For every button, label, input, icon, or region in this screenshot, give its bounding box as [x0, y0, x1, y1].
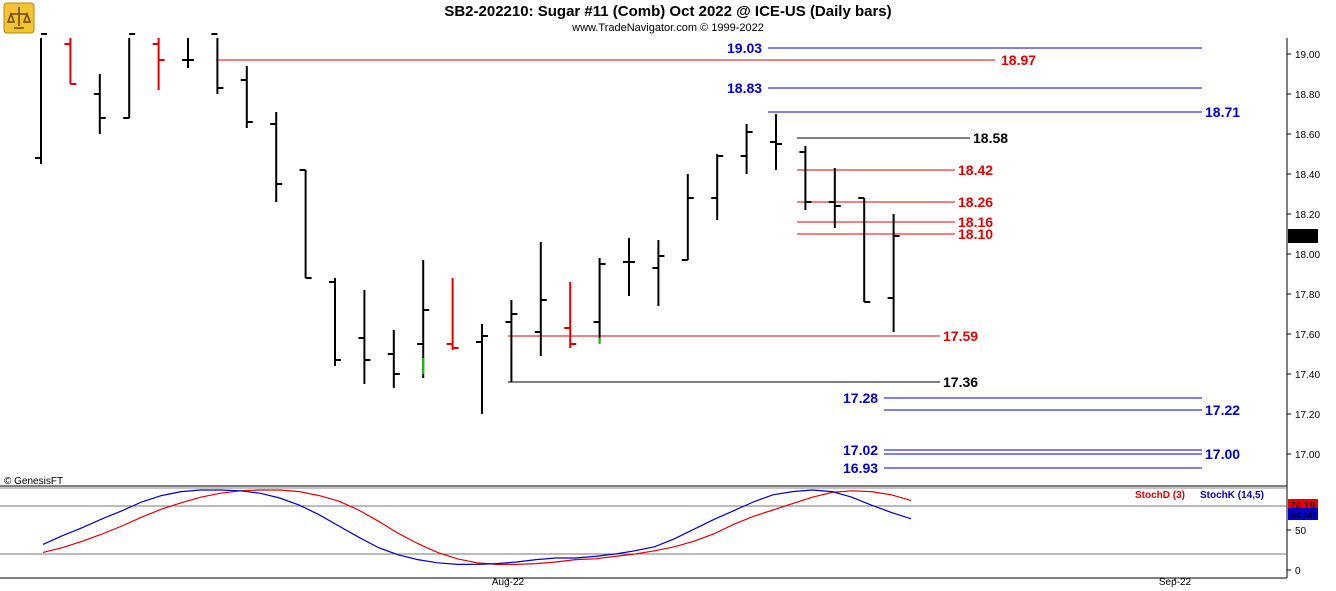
date-axis: Aug-22 Sep-22: [492, 577, 1192, 588]
price-tick-label: 18.20: [1295, 210, 1320, 221]
price-axis: 17.00 17.20 17.40 17.60 17.80 18.00 18.20 18.40…: [1287, 50, 1320, 461]
level-label-17.00: 17.00: [1205, 446, 1240, 462]
level-label-17.59: 17.59: [943, 328, 978, 344]
price-tick-label: 17.60: [1295, 330, 1320, 341]
stoch-tick-label: 0: [1295, 566, 1301, 577]
level-label-18.10: 18.10: [958, 226, 993, 242]
stoch-last-value-box: [1288, 508, 1318, 520]
stoch-legend-item: StochK (14,5): [1200, 490, 1264, 501]
last-price-label: 18.09: [1290, 232, 1315, 243]
level-label-19.03: 19.03: [727, 40, 762, 56]
level-label-17.28: 17.28: [843, 390, 878, 406]
chart-subtitle: www.TradeNavigator.com © 1999-2022: [572, 22, 764, 34]
price-tick-label: 18.80: [1295, 90, 1320, 101]
level-label-18.42: 18.42: [958, 162, 993, 178]
level-label-18.97: 18.97: [1001, 52, 1036, 68]
level-label-16.93: 16.93: [843, 460, 878, 476]
price-tick-label: 17.00: [1295, 450, 1320, 461]
last-price-marker: 18.09: [1288, 229, 1318, 243]
level-label-18.83: 18.83: [727, 80, 762, 96]
level-label-18.71: 18.71: [1205, 104, 1240, 120]
price-tick-label: 17.40: [1295, 370, 1320, 381]
level-label-17.02: 17.02: [843, 442, 878, 458]
stoch-tick-label: 50: [1295, 526, 1307, 537]
level-label-18.26: 18.26: [958, 194, 993, 210]
price-levels: 19.03 18.97 18.83 18.71 18.58 18.42 18.26 18.16…: [216, 40, 1240, 476]
price-tick-label: 18.00: [1295, 250, 1320, 261]
level-label-18.16: 18.16: [958, 214, 993, 230]
chart-title: SB2-202210: Sugar #11 (Comb) Oct 2022 @ …: [444, 3, 892, 20]
trade-navigator-logo-icon: [3, 2, 35, 34]
stoch-last-value-label: 74.19: [1290, 501, 1315, 512]
genesis-copyright: © GenesisFT: [4, 476, 63, 487]
price-tick-label: 18.40: [1295, 170, 1320, 181]
stoch-last-value-label: 64.50: [1290, 510, 1315, 521]
date-tick-label: Sep-22: [1159, 577, 1192, 588]
ohlc-bars: [35, 33, 900, 414]
level-label-18.58: 18.58: [973, 130, 1008, 146]
price-tick-label: 17.80: [1295, 290, 1320, 301]
date-tick-label: Aug-22: [492, 577, 525, 588]
stoch-line-k: [42, 489, 912, 566]
chart-frame: [0, 38, 1336, 591]
chart-header: SB2-202210: Sugar #11 (Comb) Oct 2022 @ …: [0, 0, 1336, 38]
stoch-legend-item: StochD (3): [1135, 490, 1185, 501]
price-tick-label: 19.00: [1295, 50, 1320, 61]
stoch-line-d: [42, 489, 912, 566]
price-tick-label: 17.20: [1295, 410, 1320, 421]
level-label-17.36: 17.36: [943, 374, 978, 390]
last-price-box: [1288, 229, 1318, 243]
level-label-17.22: 17.22: [1205, 402, 1240, 418]
price-tick-label: 18.60: [1295, 130, 1320, 141]
